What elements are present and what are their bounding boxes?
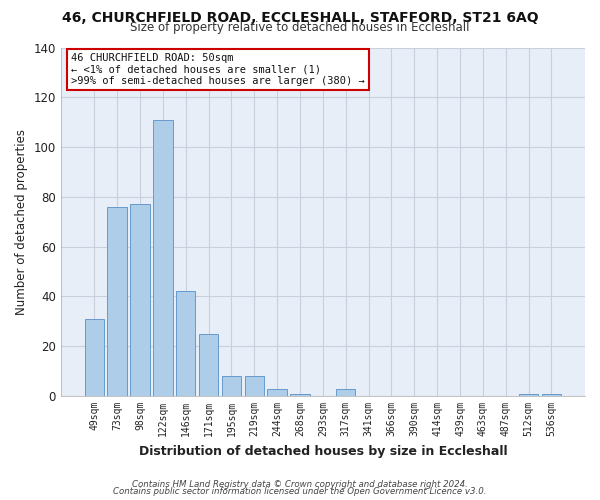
Text: 46, CHURCHFIELD ROAD, ECCLESHALL, STAFFORD, ST21 6AQ: 46, CHURCHFIELD ROAD, ECCLESHALL, STAFFO… (62, 11, 538, 25)
Text: 46 CHURCHFIELD ROAD: 50sqm
← <1% of detached houses are smaller (1)
>99% of semi: 46 CHURCHFIELD ROAD: 50sqm ← <1% of deta… (71, 52, 365, 86)
Bar (153, 120, 173, 396)
Bar (290, 394, 310, 396)
Bar (176, 292, 196, 396)
Bar (519, 394, 538, 396)
X-axis label: Distribution of detached houses by size in Eccleshall: Distribution of detached houses by size … (139, 444, 507, 458)
Bar (199, 334, 218, 396)
Bar (336, 388, 355, 396)
Text: Contains HM Land Registry data © Crown copyright and database right 2024.: Contains HM Land Registry data © Crown c… (132, 480, 468, 489)
Bar (130, 204, 150, 396)
Text: Size of property relative to detached houses in Eccleshall: Size of property relative to detached ho… (130, 21, 470, 34)
Bar (222, 376, 241, 396)
Bar (268, 388, 287, 396)
Bar (245, 376, 264, 396)
Y-axis label: Number of detached properties: Number of detached properties (15, 129, 28, 315)
Text: Contains public sector information licensed under the Open Government Licence v3: Contains public sector information licen… (113, 487, 487, 496)
Bar (107, 207, 127, 396)
Bar (542, 394, 561, 396)
Bar (85, 319, 104, 396)
